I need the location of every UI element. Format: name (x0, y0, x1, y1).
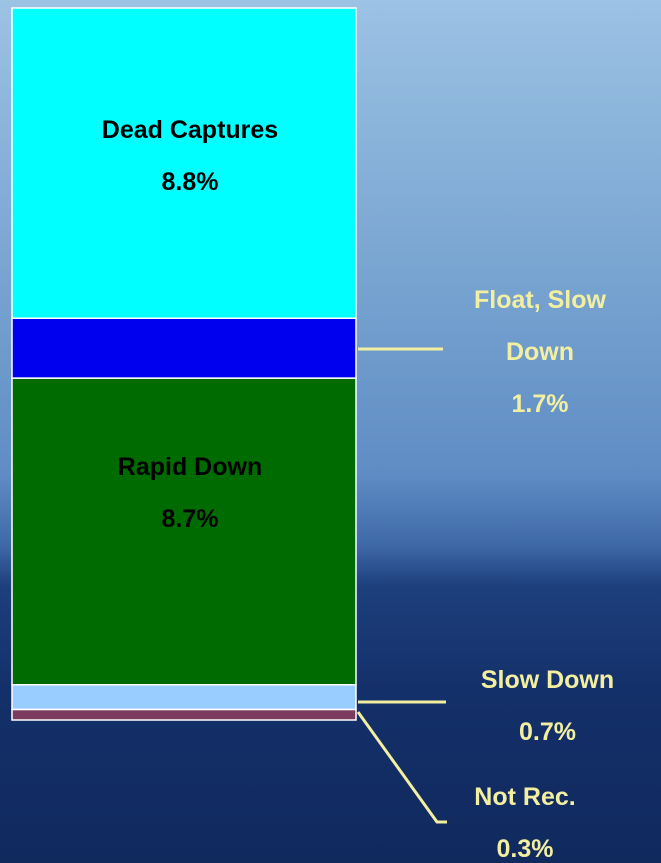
bar-segment (11, 708, 357, 721)
bar-segment (11, 317, 357, 379)
segment-name: Rapid Down (117, 453, 263, 481)
segment-value: 8.7% (161, 505, 219, 533)
bar-segment (11, 377, 357, 686)
segment-label: Slow Down 0.7% (440, 654, 655, 758)
segment-label: Dead Captures 8.8% (20, 104, 360, 208)
segment-label: Rapid Down 8.7% (40, 441, 340, 545)
segment-value: 8.8% (161, 168, 219, 196)
segment-value: 1.7% (511, 390, 569, 418)
segment-name: Slow Down (480, 666, 615, 694)
segment-label: Not Rec. 0.3% (430, 771, 620, 863)
segment-name: Not Rec. (474, 783, 576, 811)
bar-segment (11, 7, 357, 319)
leader-line (356, 711, 447, 824)
segment-value: 0.7% (519, 718, 576, 746)
bar-segment (11, 684, 357, 711)
segment-name: Float, Slow Down (474, 286, 606, 366)
segment-label: Float, Slow Down 1.7% (440, 274, 640, 430)
segment-value: 0.3% (496, 835, 554, 863)
segment-name: Dead Captures (101, 116, 279, 144)
